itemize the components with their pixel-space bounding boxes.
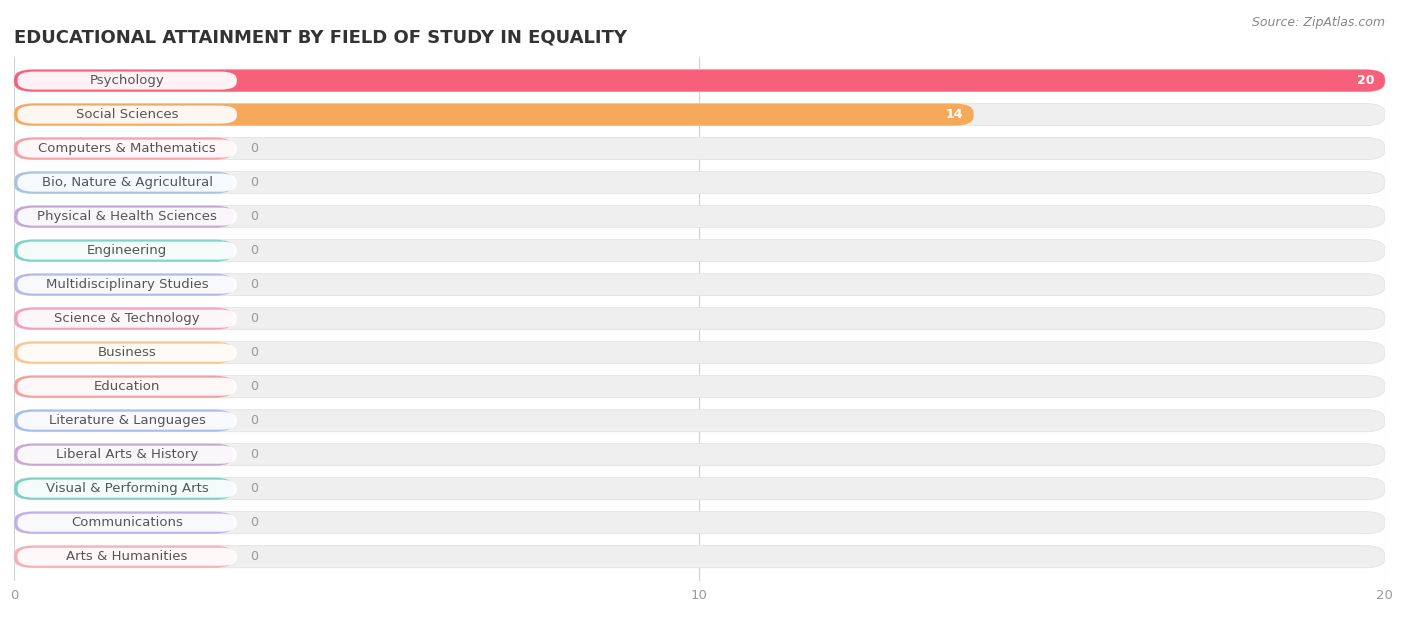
- FancyBboxPatch shape: [14, 240, 233, 262]
- FancyBboxPatch shape: [14, 444, 233, 466]
- FancyBboxPatch shape: [14, 274, 1385, 296]
- Text: Physical & Health Sciences: Physical & Health Sciences: [37, 210, 217, 223]
- Text: Liberal Arts & History: Liberal Arts & History: [56, 448, 198, 461]
- FancyBboxPatch shape: [17, 344, 236, 362]
- FancyBboxPatch shape: [17, 105, 236, 124]
- Text: 0: 0: [250, 210, 259, 223]
- FancyBboxPatch shape: [14, 410, 233, 432]
- FancyBboxPatch shape: [17, 378, 236, 396]
- FancyBboxPatch shape: [17, 548, 236, 566]
- FancyBboxPatch shape: [14, 138, 1385, 160]
- Text: 14: 14: [946, 108, 963, 121]
- Text: Visual & Performing Arts: Visual & Performing Arts: [46, 482, 208, 495]
- Text: Arts & Humanities: Arts & Humanities: [66, 550, 188, 563]
- FancyBboxPatch shape: [17, 445, 236, 464]
- Text: Literature & Languages: Literature & Languages: [49, 414, 205, 427]
- Text: Psychology: Psychology: [90, 74, 165, 87]
- Text: Engineering: Engineering: [87, 244, 167, 257]
- FancyBboxPatch shape: [14, 69, 1385, 91]
- Text: Science & Technology: Science & Technology: [55, 312, 200, 325]
- FancyBboxPatch shape: [14, 410, 1385, 432]
- Text: 0: 0: [250, 550, 259, 563]
- Text: EDUCATIONAL ATTAINMENT BY FIELD OF STUDY IN EQUALITY: EDUCATIONAL ATTAINMENT BY FIELD OF STUDY…: [14, 29, 627, 47]
- Text: Computers & Mathematics: Computers & Mathematics: [38, 142, 217, 155]
- FancyBboxPatch shape: [14, 172, 1385, 194]
- Text: 0: 0: [250, 142, 259, 155]
- FancyBboxPatch shape: [17, 310, 236, 327]
- FancyBboxPatch shape: [14, 138, 233, 160]
- FancyBboxPatch shape: [14, 512, 1385, 534]
- Text: 0: 0: [250, 482, 259, 495]
- FancyBboxPatch shape: [14, 375, 1385, 398]
- FancyBboxPatch shape: [14, 341, 1385, 363]
- FancyBboxPatch shape: [14, 444, 1385, 466]
- FancyBboxPatch shape: [17, 276, 236, 293]
- Text: 0: 0: [250, 380, 259, 393]
- FancyBboxPatch shape: [14, 103, 973, 126]
- FancyBboxPatch shape: [14, 546, 233, 568]
- FancyBboxPatch shape: [14, 546, 1385, 568]
- Text: 0: 0: [250, 176, 259, 189]
- FancyBboxPatch shape: [17, 480, 236, 498]
- FancyBboxPatch shape: [17, 139, 236, 158]
- Text: 0: 0: [250, 346, 259, 359]
- FancyBboxPatch shape: [17, 71, 236, 90]
- Text: Source: ZipAtlas.com: Source: ZipAtlas.com: [1251, 16, 1385, 29]
- Text: 20: 20: [1357, 74, 1375, 87]
- FancyBboxPatch shape: [14, 172, 233, 194]
- FancyBboxPatch shape: [14, 512, 233, 534]
- FancyBboxPatch shape: [14, 274, 233, 296]
- FancyBboxPatch shape: [14, 206, 233, 228]
- Text: Social Sciences: Social Sciences: [76, 108, 179, 121]
- Text: 0: 0: [250, 414, 259, 427]
- FancyBboxPatch shape: [14, 307, 233, 330]
- Text: 0: 0: [250, 278, 259, 291]
- Text: 0: 0: [250, 516, 259, 529]
- Text: Business: Business: [98, 346, 156, 359]
- Text: Education: Education: [94, 380, 160, 393]
- FancyBboxPatch shape: [14, 341, 233, 363]
- Text: Communications: Communications: [72, 516, 183, 529]
- FancyBboxPatch shape: [14, 375, 233, 398]
- FancyBboxPatch shape: [17, 208, 236, 226]
- Text: Bio, Nature & Agricultural: Bio, Nature & Agricultural: [42, 176, 212, 189]
- FancyBboxPatch shape: [14, 206, 1385, 228]
- FancyBboxPatch shape: [17, 242, 236, 259]
- FancyBboxPatch shape: [17, 174, 236, 192]
- FancyBboxPatch shape: [14, 69, 1385, 91]
- FancyBboxPatch shape: [17, 514, 236, 532]
- Text: 0: 0: [250, 448, 259, 461]
- Text: 0: 0: [250, 244, 259, 257]
- FancyBboxPatch shape: [14, 307, 1385, 330]
- FancyBboxPatch shape: [14, 240, 1385, 262]
- Text: 0: 0: [250, 312, 259, 325]
- FancyBboxPatch shape: [14, 103, 1385, 126]
- Text: Multidisciplinary Studies: Multidisciplinary Studies: [46, 278, 208, 291]
- FancyBboxPatch shape: [14, 478, 1385, 500]
- FancyBboxPatch shape: [14, 478, 233, 500]
- FancyBboxPatch shape: [17, 411, 236, 430]
